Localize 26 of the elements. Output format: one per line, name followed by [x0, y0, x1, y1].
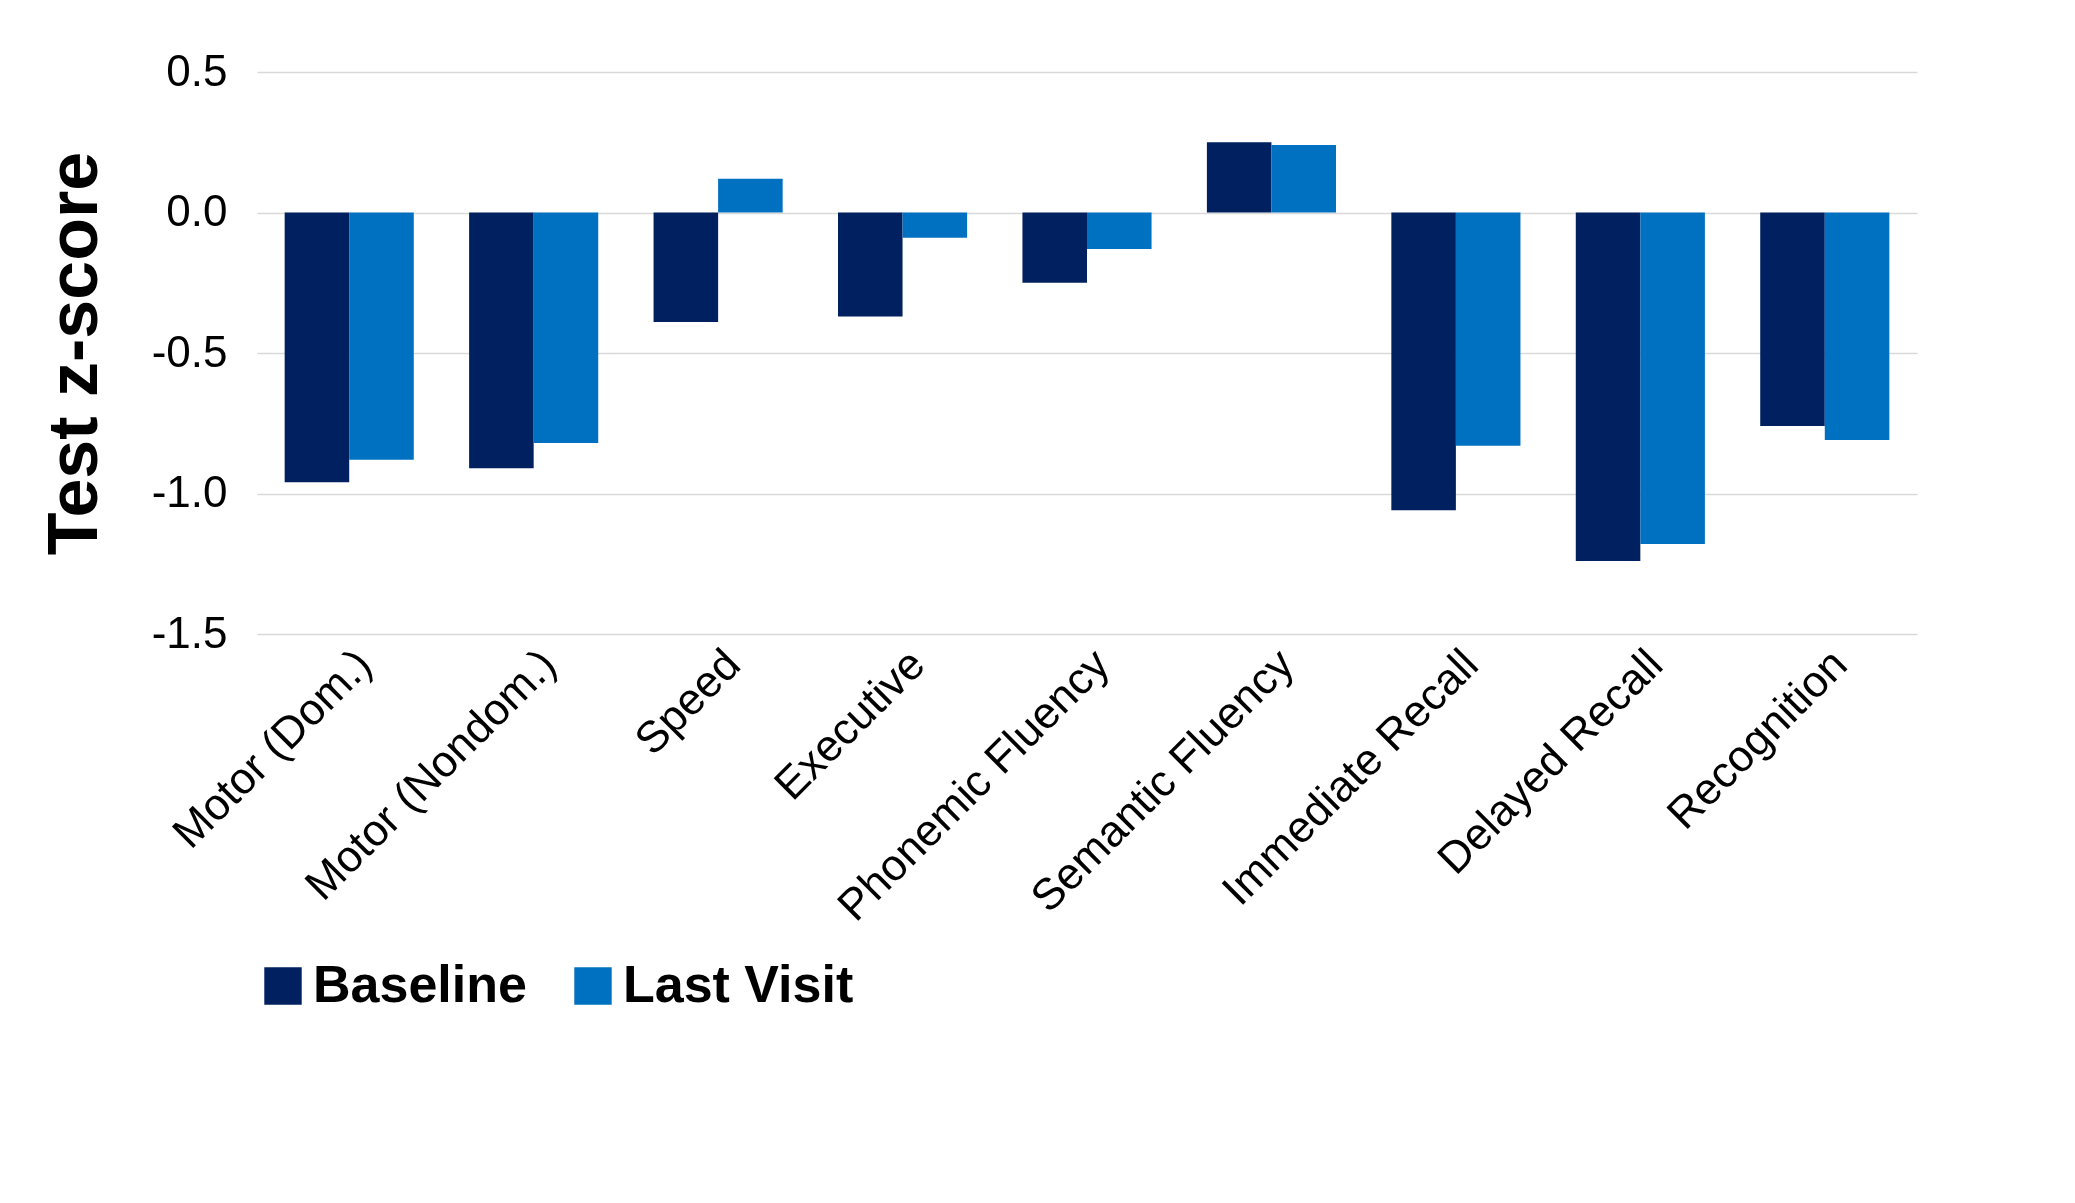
- legend-label: Last Visit: [623, 955, 854, 1013]
- bar: [1760, 212, 1825, 427]
- bar: [653, 212, 719, 323]
- y-tick-label: -1.0: [151, 467, 228, 516]
- y-tick-label: 0.0: [166, 186, 228, 235]
- bar: [533, 212, 599, 443]
- bar: [349, 212, 414, 460]
- bar: [1022, 212, 1087, 283]
- bar: [718, 178, 783, 213]
- bar: [1824, 212, 1890, 441]
- bar: [902, 212, 968, 238]
- bar: [1640, 212, 1705, 545]
- bar: [1087, 212, 1152, 250]
- bar: [1575, 212, 1641, 561]
- bar: [1455, 212, 1521, 446]
- y-axis-title: Test z-score: [33, 151, 112, 556]
- y-tick-label: -1.5: [151, 607, 228, 657]
- legend-label: Baseline: [313, 955, 527, 1013]
- bar: [1206, 142, 1272, 213]
- bar: [469, 212, 534, 469]
- y-tick-label: 0.5: [166, 45, 228, 95]
- bar: [284, 212, 350, 483]
- bar: [1271, 145, 1336, 213]
- bar: [1391, 212, 1456, 511]
- bar: [838, 212, 903, 317]
- y-tick-label: -0.5: [151, 326, 228, 376]
